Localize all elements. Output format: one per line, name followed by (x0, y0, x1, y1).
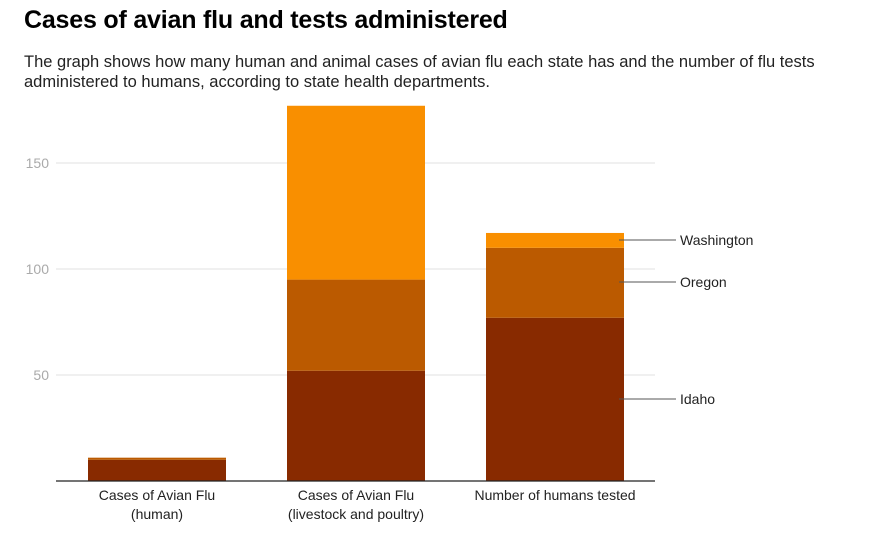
bar-oregon-0 (88, 457, 226, 460)
legend-label-idaho: Idaho (680, 391, 715, 407)
bar-idaho-1 (287, 105, 425, 280)
bar-washington-2 (486, 317, 624, 481)
chart-subtitle: The graph shows how many human and anima… (24, 53, 815, 91)
chart-title: Cases of avian flu and tests administere… (24, 6, 508, 34)
y-tick-label: 150 (26, 155, 50, 171)
y-tick-label: 50 (33, 367, 49, 383)
bar-oregon-1 (287, 279, 425, 371)
bar-idaho-2 (486, 232, 624, 248)
x-category-label: Number of humans tested (474, 487, 635, 503)
bar-washington-1 (287, 370, 425, 481)
x-axis-categories: Cases of Avian Flu (human) Cases of Avian … (99, 487, 636, 522)
legend-label-oregon: Oregon (680, 274, 727, 290)
y-tick-label: 100 (26, 261, 50, 277)
x-category-label: Cases of Avian Flu (livestock and poultry… (288, 487, 424, 522)
bar-washington-0 (88, 459, 226, 481)
y-axis-ticks: 50 100 150 (26, 155, 50, 383)
bar-oregon-2 (486, 247, 624, 318)
x-category-label: Cases of Avian Flu (human) (99, 487, 215, 522)
legend: Washington Oregon Idaho (619, 232, 753, 407)
bars (88, 105, 624, 481)
legend-label-washington: Washington (680, 232, 753, 248)
